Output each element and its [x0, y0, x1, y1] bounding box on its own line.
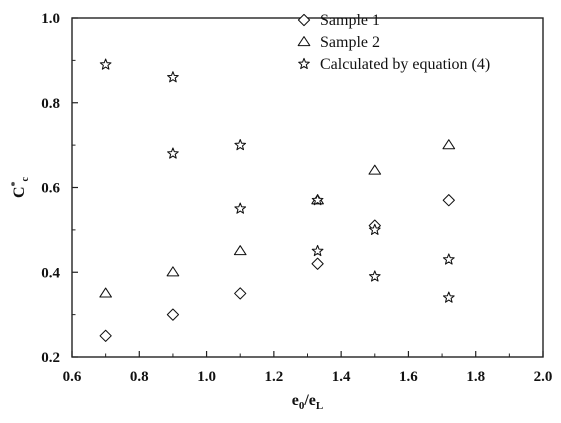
y-axis-label-sup: *	[10, 181, 21, 186]
series-layer	[99, 58, 456, 342]
series-1-point	[311, 257, 324, 270]
series-2	[99, 139, 456, 298]
y-tick-label: 0.6	[41, 181, 60, 197]
series-3-point	[442, 291, 455, 303]
y-tick-label: 0.8	[41, 96, 60, 112]
y-axis-ticks	[72, 17, 78, 358]
series-2-point	[442, 139, 456, 150]
legend: Sample 1 Sample 2 Calculated by equation (…	[297, 12, 490, 73]
legend-marker	[298, 57, 310, 70]
series-3-point	[234, 202, 247, 214]
series-3-point	[167, 71, 179, 83]
series-3-point	[234, 139, 247, 151]
series-2-point	[368, 164, 382, 175]
x-axis-label-sub2: L	[316, 400, 323, 412]
legend-label: Sample 2	[320, 34, 380, 51]
x-axis-label: e0/eL	[292, 392, 324, 412]
y-axis-label-sub: c	[20, 176, 31, 181]
series-3-point	[99, 58, 112, 70]
x-axis-label-sub1: 0	[299, 400, 305, 412]
series-1	[99, 194, 455, 342]
series-1-point	[234, 287, 247, 300]
x-tick-label: 2.0	[534, 369, 553, 385]
series-3-point	[368, 223, 381, 235]
x-axis-ticks	[71, 351, 544, 357]
y-tick-label: 0.4	[41, 265, 60, 281]
series-1-point	[99, 329, 112, 342]
y-axis-label: C*c	[10, 176, 31, 198]
series-1-point	[442, 194, 455, 207]
series-3-point	[167, 147, 179, 159]
legend-marker	[297, 36, 311, 47]
series-3-point	[311, 244, 324, 257]
legend-label: Sample 1	[320, 12, 380, 29]
series-2-point	[99, 287, 112, 298]
x-axis-label-sep: /e	[303, 392, 316, 409]
x-axis-tick-labels: 0.6 0.8 1.0 1.2 1.4 1.6 1.8 2.0	[63, 369, 553, 385]
x-tick-label: 0.6	[63, 369, 82, 385]
x-tick-label: 1.8	[466, 369, 485, 385]
y-tick-label: 1.0	[41, 11, 60, 27]
series-3-point	[311, 194, 324, 206]
legend-marker	[297, 13, 311, 27]
series-3-point	[442, 253, 455, 265]
x-tick-label: 0.8	[130, 369, 149, 385]
x-tick-label: 1.4	[332, 369, 351, 385]
x-tick-label: 1.0	[197, 369, 216, 385]
series-2-point	[166, 266, 180, 277]
series-3	[99, 58, 455, 303]
series-2-point	[233, 245, 247, 256]
series-1-point	[166, 308, 180, 321]
x-axis-label-base: e	[292, 392, 299, 409]
legend-label: Calculated by equation (4)	[320, 56, 490, 73]
y-axis-tick-labels: 0.2 0.4 0.6 0.8 1.0	[41, 11, 60, 366]
series-3-point	[368, 270, 381, 282]
y-axis-label-base: C	[11, 186, 28, 198]
y-tick-label: 0.2	[41, 350, 60, 366]
x-tick-label: 1.2	[264, 369, 283, 385]
x-tick-label: 1.6	[399, 369, 418, 385]
